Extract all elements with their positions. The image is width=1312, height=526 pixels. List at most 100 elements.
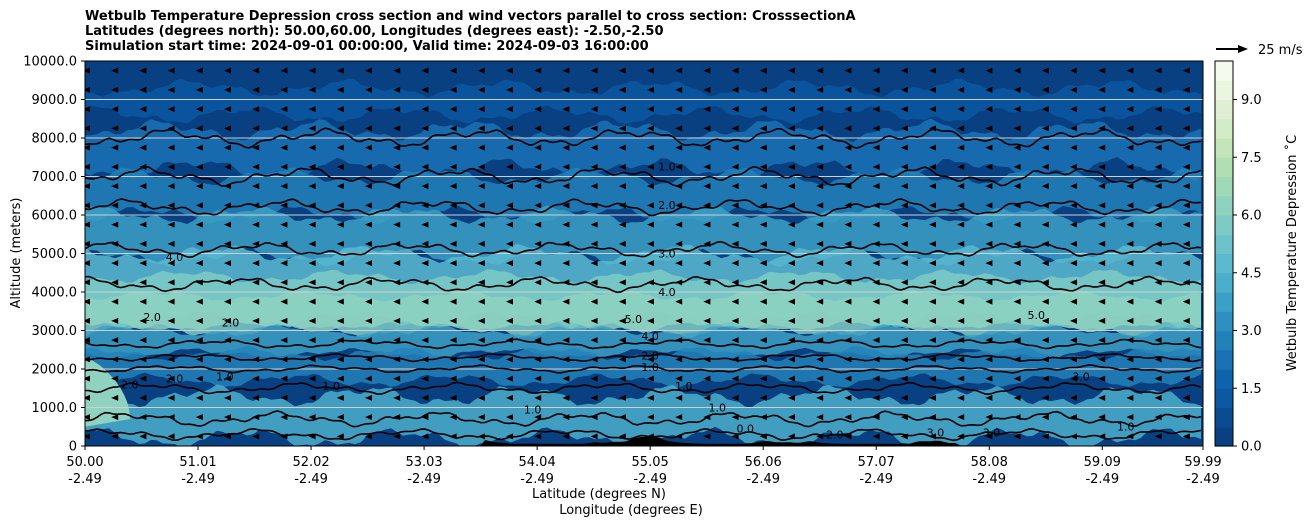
wind-vector	[85, 183, 90, 190]
wind-vector	[139, 279, 147, 286]
wind-vector	[872, 375, 880, 382]
wind-vector	[647, 260, 654, 267]
wind-vector	[590, 202, 598, 209]
wind-vector	[421, 144, 429, 151]
wind-vector	[929, 221, 936, 228]
wind-vector	[1154, 414, 1162, 421]
wind-vector	[675, 317, 683, 324]
wind-vector	[111, 240, 119, 247]
contour-label: 5.0	[1028, 309, 1046, 322]
wind-vector	[224, 260, 231, 267]
contour-line	[85, 198, 1202, 217]
wind-vector	[336, 144, 344, 151]
wind-vector	[224, 317, 231, 324]
wind-vector	[280, 260, 288, 267]
wind-vector	[139, 183, 147, 190]
wind-vector	[1013, 106, 1021, 113]
wind-vector	[477, 183, 485, 190]
wind-vector	[1182, 86, 1190, 93]
y-tick-label: 10000.0	[23, 55, 77, 70]
wind-vector	[929, 125, 936, 132]
wind-vector	[985, 279, 993, 286]
wind-vector	[1013, 240, 1021, 247]
wind-vector	[703, 221, 711, 228]
wind-vector	[618, 125, 626, 132]
wind-vector	[85, 202, 90, 209]
wind-vector	[929, 279, 936, 286]
wind-vector	[167, 240, 175, 247]
wind-vector	[195, 317, 203, 324]
wind-vector	[195, 433, 203, 440]
wind-vector	[195, 221, 203, 228]
title-line-1: Wetbulb Temperature Depression cross sec…	[85, 9, 856, 24]
wind-vector	[252, 433, 260, 440]
wind-vector	[280, 163, 288, 170]
wind-vector	[675, 337, 683, 344]
contour-lines	[85, 127, 1202, 442]
contour-labels: 1.02.03.04.05.04.02.01.04.02.0 2.02.0 2.0 1…	[121, 161, 1135, 442]
wind-vector	[1126, 433, 1134, 440]
colorbar-swatch	[1215, 176, 1233, 197]
wind-vector	[788, 433, 795, 440]
wind-vector	[1041, 279, 1049, 286]
x-tick-label-latitude: 57.07	[858, 455, 895, 470]
wind-vector	[393, 144, 401, 151]
contour-label: 3.0	[927, 426, 945, 439]
wind-vector	[449, 375, 457, 382]
wind-vector	[703, 317, 711, 324]
wind-vector	[590, 356, 598, 363]
wind-vector	[336, 356, 344, 363]
wind-vector	[647, 375, 654, 382]
wind-vector	[449, 317, 457, 324]
wind-vector	[675, 86, 683, 93]
wind-vector	[195, 125, 203, 132]
wind-vector	[421, 86, 429, 93]
wind-vector	[844, 337, 852, 344]
wind-vector	[872, 394, 880, 401]
wind-vector	[985, 144, 993, 151]
wind-vector	[506, 67, 513, 74]
wind-vector	[224, 433, 231, 440]
wind-vector	[534, 317, 542, 324]
contour-line	[85, 127, 1202, 149]
wind-vector	[618, 221, 626, 228]
wind-vector	[1070, 298, 1077, 305]
wind-vector	[788, 183, 795, 190]
wind-vector	[957, 67, 965, 74]
y-tick-label: 8000.0	[32, 132, 78, 147]
wind-vector	[224, 240, 231, 247]
wind-vector	[1041, 317, 1049, 324]
wind-vector	[618, 298, 626, 305]
wind-vector	[590, 221, 598, 228]
wind-vector	[534, 106, 542, 113]
wind-vector	[844, 260, 852, 267]
colorbar-label: Wetbulb Temperature Depression ˚C	[1284, 135, 1300, 372]
wind-vector	[1098, 433, 1106, 440]
wind-vector	[562, 144, 570, 151]
contour-label: 4.0	[658, 286, 676, 299]
wind-vector	[336, 202, 344, 209]
x-axis-label-latitude: Latitude (degrees N)	[532, 487, 666, 502]
x-tick-label-latitude: 59.99	[1184, 455, 1221, 470]
wind-vector	[1013, 433, 1021, 440]
wind-vector	[421, 433, 429, 440]
wind-vector	[477, 240, 485, 247]
wind-vector	[308, 433, 316, 440]
wind-vector	[167, 394, 175, 401]
wind-vector	[252, 221, 260, 228]
wind-vector	[675, 183, 683, 190]
wind-vector	[477, 221, 485, 228]
wind-vector	[85, 414, 90, 421]
wind-vector	[1013, 221, 1021, 228]
wind-vector	[731, 86, 739, 93]
wind-vector	[1182, 433, 1190, 440]
wind-vector	[139, 337, 147, 344]
wind-vector	[844, 356, 852, 363]
wind-vector	[1070, 67, 1077, 74]
wind-vector	[139, 240, 147, 247]
wind-vector	[844, 86, 852, 93]
wind-vector	[336, 240, 344, 247]
wind-vector	[139, 144, 147, 151]
wind-vector	[590, 67, 598, 74]
wind-vector	[365, 279, 372, 286]
